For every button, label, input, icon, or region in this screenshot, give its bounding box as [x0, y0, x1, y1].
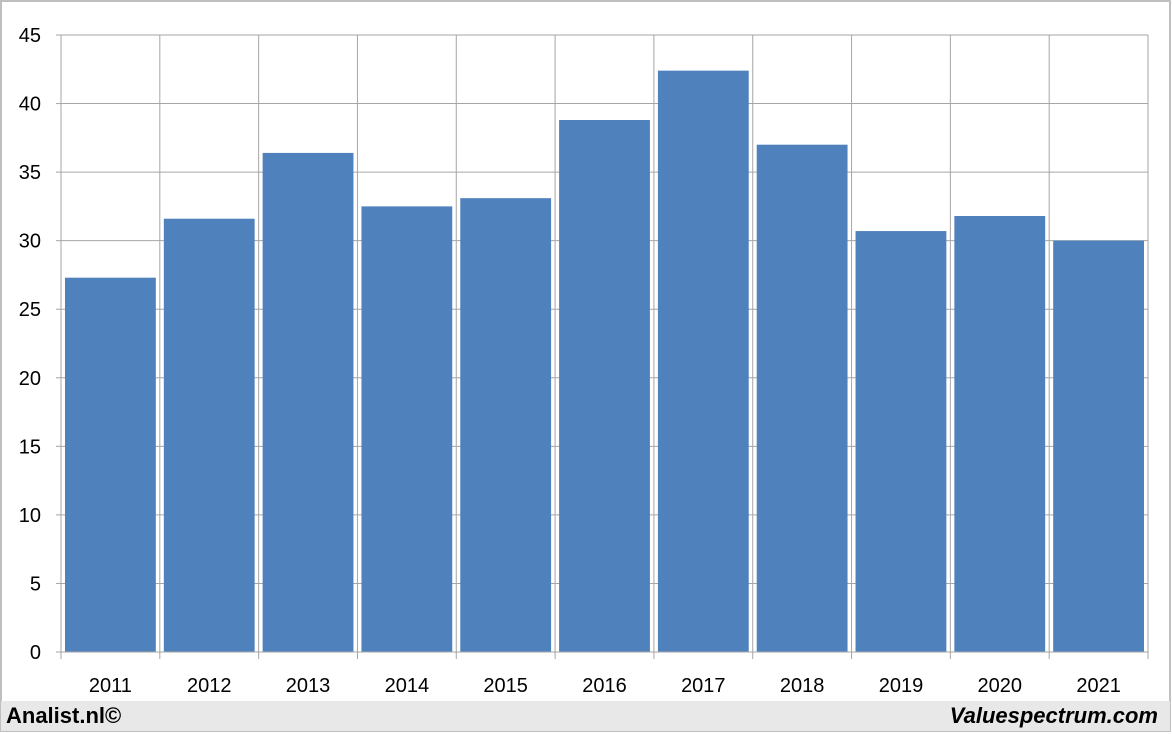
x-tick-label: 2012 — [187, 675, 232, 697]
x-tick-label: 2018 — [780, 675, 825, 697]
x-tick-label: 2013 — [286, 675, 331, 697]
bar — [657, 70, 749, 653]
bar — [361, 206, 453, 652]
bar — [954, 215, 1046, 652]
y-tick-label: 25 — [19, 299, 41, 321]
x-tick-label: 2016 — [582, 675, 627, 697]
y-tick-label: 0 — [30, 642, 41, 664]
axis-layer — [56, 34, 1148, 653]
y-tick-label: 45 — [19, 25, 41, 47]
x-tick-label: 2015 — [483, 675, 528, 697]
x-tick-label: 2011 — [89, 675, 132, 697]
label-layer: 0 5 10 15 20 25 30 35 40 45 2011 2012 2013 2014 2015 20… — [19, 25, 1121, 697]
bar — [855, 231, 947, 652]
y-tick-label: 20 — [19, 368, 41, 390]
y-tick-label: 15 — [19, 436, 41, 458]
y-tick-label: 30 — [19, 231, 41, 253]
y-tick-label: 35 — [19, 162, 41, 184]
x-tick-label: 2020 — [978, 675, 1023, 697]
bar — [1053, 240, 1144, 652]
footer-right-text: Valuespectrum.com — [949, 703, 1158, 728]
y-tick-label: 5 — [30, 573, 41, 595]
bar — [559, 120, 650, 652]
bar — [262, 152, 354, 652]
y-tick-label: 10 — [19, 505, 41, 527]
x-tick-label: 2021 — [1076, 675, 1121, 697]
bar — [460, 198, 552, 652]
footer-left-text: Analist.nl© — [6, 703, 122, 728]
footer-band — [1, 701, 1170, 731]
x-tick-label: 2017 — [681, 675, 726, 697]
bar-layer — [65, 70, 1144, 653]
bar — [756, 144, 848, 652]
x-tick-label: 2019 — [879, 675, 924, 697]
y-tick-label: 40 — [19, 94, 41, 116]
x-tick-label: 2014 — [385, 675, 430, 697]
bar — [163, 218, 255, 652]
bar — [65, 277, 156, 652]
